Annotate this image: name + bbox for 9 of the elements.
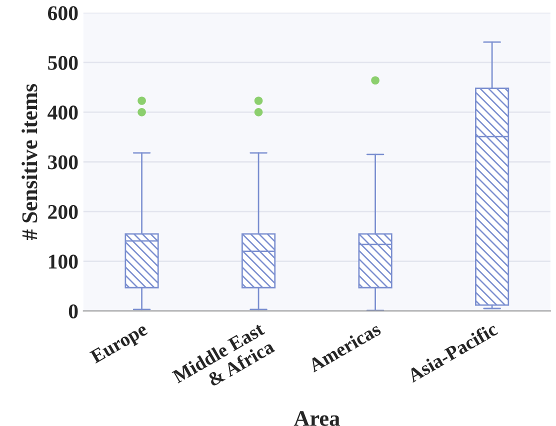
y-tick-label: 200 — [48, 204, 78, 220]
y-axis-title: # Sensitive items — [22, 84, 38, 240]
y-tick-label: 100 — [48, 254, 78, 269]
y-tick-label: 500 — [48, 56, 78, 70]
y-tick-label: 300 — [48, 155, 78, 170]
y-tick-label: 400 — [48, 106, 78, 120]
x-axis-title: Area — [294, 411, 340, 426]
y-tick-label: 0 — [68, 304, 78, 318]
y-tick-label: 600 — [48, 6, 78, 20]
